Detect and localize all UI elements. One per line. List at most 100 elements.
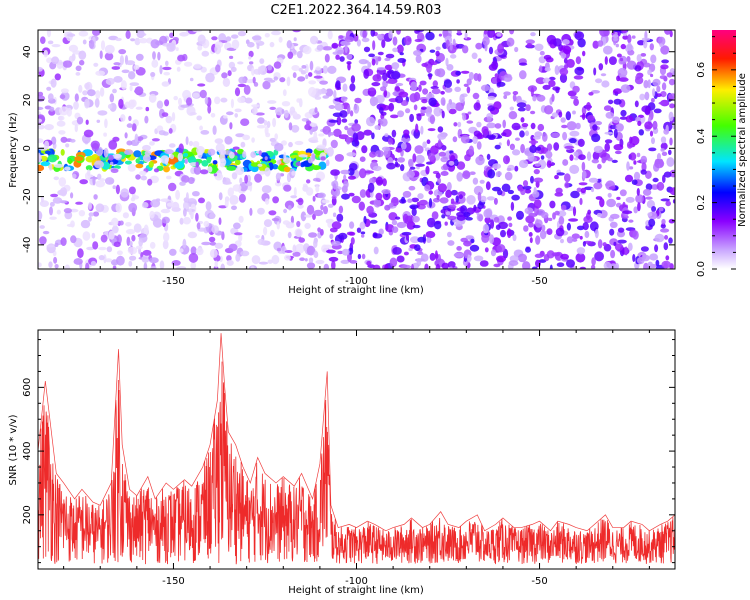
heatmap-cell bbox=[639, 93, 646, 101]
heatmap-cell bbox=[577, 138, 585, 147]
heatmap-cell bbox=[484, 247, 489, 253]
heatmap-cell bbox=[82, 90, 88, 96]
heatmap-cell bbox=[50, 193, 59, 198]
heatmap-cell bbox=[156, 100, 164, 109]
heatmap-cell bbox=[518, 159, 529, 169]
heatmap-cell bbox=[59, 94, 66, 100]
heatmap-cell bbox=[560, 52, 567, 59]
heatmap-cell bbox=[401, 137, 411, 143]
heatmap-cell bbox=[503, 95, 508, 99]
heatmap-cell bbox=[659, 43, 664, 48]
heatmap-cell bbox=[424, 184, 431, 192]
heatmap-cell bbox=[450, 189, 458, 196]
heatmap-cell bbox=[455, 70, 462, 76]
heatmap-cell bbox=[242, 134, 251, 141]
heatmap-cell bbox=[462, 170, 471, 180]
heatmap-cell bbox=[53, 256, 58, 264]
heatmap-band-cell bbox=[67, 157, 73, 165]
heatmap-cell bbox=[218, 217, 222, 225]
heatmap-cell bbox=[412, 153, 417, 163]
heatmap-cell bbox=[286, 40, 292, 49]
heatmap-cell bbox=[90, 260, 97, 267]
heatmap-cell bbox=[627, 34, 632, 44]
heatmap-cell bbox=[134, 89, 142, 94]
heatmap-cell bbox=[500, 229, 506, 238]
heatmap-cell bbox=[238, 215, 244, 223]
heatmap-cell bbox=[426, 112, 432, 117]
heatmap-cell bbox=[135, 53, 144, 61]
heatmap-cell bbox=[225, 36, 232, 42]
heatmap-cell bbox=[426, 237, 432, 244]
heatmap-cell bbox=[42, 230, 50, 235]
heatmap-cell bbox=[46, 86, 52, 91]
heatmap-cell bbox=[581, 112, 586, 121]
heatmap-cell bbox=[660, 136, 667, 144]
heatmap-cell bbox=[338, 134, 349, 140]
heatmap-cell bbox=[149, 257, 159, 264]
heatmap-cell bbox=[46, 244, 55, 248]
heatmap-cell bbox=[313, 75, 323, 79]
heatmap-cell bbox=[589, 221, 599, 232]
heatmap-cell bbox=[347, 104, 351, 115]
heatmap-cell bbox=[107, 104, 113, 109]
heatmap-cell bbox=[373, 233, 377, 237]
heatmap-cell bbox=[128, 260, 133, 267]
heatmap-cell bbox=[142, 144, 151, 152]
heatmap-cell bbox=[403, 129, 410, 136]
heatmap-cell bbox=[99, 87, 105, 97]
heatmap-cell bbox=[659, 75, 667, 80]
heatmap-cell bbox=[330, 240, 341, 246]
heatmap-cell bbox=[83, 129, 94, 138]
heatmap-cell bbox=[208, 236, 216, 243]
heatmap-cell bbox=[259, 58, 265, 64]
heatmap-cell bbox=[430, 86, 439, 90]
heatmap-cell bbox=[620, 109, 627, 117]
colorbar-tick-label: 0.0 bbox=[696, 261, 707, 277]
heatmap-cell bbox=[388, 202, 394, 208]
heatmap-cell bbox=[448, 160, 455, 166]
heatmap-cell bbox=[511, 149, 521, 156]
heatmap-cell bbox=[642, 188, 652, 196]
heatmap-cell bbox=[229, 55, 234, 60]
heatmap-cell bbox=[528, 213, 538, 217]
heatmap-cell bbox=[649, 43, 654, 51]
heatmap-cell bbox=[354, 97, 362, 104]
heatmap-cell bbox=[401, 196, 406, 204]
heatmap-cell bbox=[224, 198, 229, 208]
heatmap-cell bbox=[50, 78, 57, 88]
heatmap-cell bbox=[359, 189, 367, 198]
heatmap-cell bbox=[431, 61, 438, 66]
heatmap-cell bbox=[66, 107, 73, 117]
heatmap-cell bbox=[503, 91, 511, 96]
y-tick-label: -40 bbox=[22, 237, 33, 253]
heatmap-cell bbox=[408, 185, 416, 191]
heatmap-cell bbox=[403, 251, 409, 256]
heatmap-cell bbox=[84, 82, 90, 90]
heatmap-cell bbox=[614, 243, 624, 252]
heatmap-cell bbox=[359, 221, 366, 230]
heatmap-cell bbox=[53, 176, 60, 181]
heatmap-cell bbox=[317, 88, 328, 95]
heatmap-cell bbox=[237, 83, 246, 88]
heatmap-cell bbox=[460, 205, 468, 214]
snr-panel: -150 -100 -50 200 400 600 Height of straight … bbox=[8, 329, 676, 596]
heatmap-cell bbox=[125, 228, 136, 235]
heatmap-cell bbox=[328, 132, 335, 136]
heatmap-cell bbox=[327, 30, 333, 40]
heatmap-cell bbox=[469, 171, 476, 175]
heatmap-cell bbox=[325, 88, 334, 97]
heatmap-cell bbox=[470, 238, 475, 244]
heatmap-cell bbox=[661, 59, 669, 64]
heatmap-cell bbox=[601, 156, 606, 164]
heatmap-cell bbox=[251, 104, 260, 108]
heatmap-cell bbox=[536, 94, 546, 102]
heatmap-cell bbox=[503, 155, 510, 165]
heatmap-cell bbox=[531, 266, 538, 269]
heatmap-cell bbox=[641, 162, 647, 172]
heatmap-cell bbox=[218, 192, 223, 201]
heatmap-cell bbox=[456, 214, 466, 221]
heatmap-cell bbox=[187, 177, 195, 184]
heatmap-cell bbox=[44, 124, 54, 131]
heatmap-cell bbox=[656, 85, 661, 93]
heatmap-cell bbox=[648, 218, 656, 227]
